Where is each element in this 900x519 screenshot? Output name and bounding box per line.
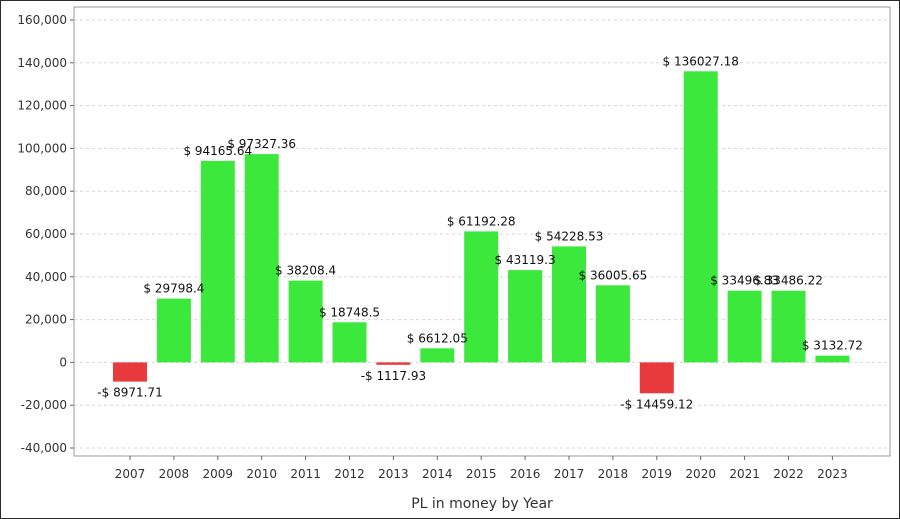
x-tick-label: 2022	[773, 467, 804, 481]
data-label-2020: $ 136027.18	[663, 54, 739, 68]
data-label-2008: $ 29798.4	[143, 282, 204, 296]
data-label-2011: $ 38208.4	[275, 264, 336, 278]
data-label-2009: $ 94165.64	[183, 144, 252, 158]
plot-area	[73, 6, 891, 457]
data-label-2016: $ 43119.3	[495, 253, 556, 267]
y-tick-label: -40,000	[21, 441, 67, 455]
x-tick-label: 2019	[642, 467, 673, 481]
x-tick-label: 2013	[378, 467, 409, 481]
x-tick-label: 2015	[466, 467, 497, 481]
bar-2018	[595, 285, 630, 363]
x-tick-label: 2008	[159, 467, 190, 481]
y-tick-label: 80,000	[25, 184, 67, 198]
y-tick-label: -20,000	[21, 398, 67, 412]
x-tick-label: 2012	[334, 467, 365, 481]
x-tick-label: 2018	[598, 467, 629, 481]
data-label-2015: $ 61192.28	[447, 214, 516, 228]
data-label-2017: $ 54228.53	[535, 229, 604, 243]
bar-2009	[200, 160, 235, 363]
bar-2007	[113, 362, 147, 382]
x-tick-label: 2011	[290, 467, 321, 481]
x-tick-label: 2021	[729, 467, 760, 481]
bar-2014	[420, 348, 455, 363]
bar-2019	[639, 362, 674, 394]
data-label-2012: $ 18748.5	[319, 305, 380, 319]
bar-2021	[727, 290, 762, 363]
data-label-2013: -$ 1117.93	[361, 369, 426, 383]
bar-2023	[815, 355, 850, 363]
bar-2015	[464, 231, 499, 363]
x-tick-label: 2016	[510, 467, 541, 481]
x-tick-label: 2014	[422, 467, 453, 481]
bar-2012	[332, 322, 367, 363]
bar-2011	[288, 280, 323, 363]
bar-2020	[683, 71, 718, 363]
y-tick-label: 40,000	[25, 270, 67, 284]
bar-2022	[771, 290, 806, 363]
data-label-2019: -$ 14459.12	[620, 397, 693, 411]
x-axis-label: PL in money by Year	[411, 496, 553, 512]
data-label-2023: $ 3132.72	[802, 339, 863, 353]
y-tick-label: 160,000	[17, 13, 67, 27]
data-label-2010: $ 97327.36	[227, 137, 296, 151]
data-label-2018: $ 36005.65	[579, 268, 648, 282]
bar-2010	[244, 154, 279, 363]
bar-2017	[552, 246, 586, 363]
y-tick-label: 20,000	[25, 313, 67, 327]
data-label-2007: -$ 8971.71	[97, 386, 162, 400]
y-tick-label: 140,000	[17, 56, 67, 70]
x-tick-label: 2017	[554, 467, 585, 481]
data-label-2021: $ 33496.83	[710, 274, 779, 288]
y-tick-label: 100,000	[17, 141, 67, 155]
data-label-2022: $ 33486.22	[754, 274, 823, 288]
bar-2013	[376, 362, 411, 365]
x-tick-label: 2007	[115, 467, 146, 481]
x-tick-label: 2020	[685, 467, 716, 481]
bar-2016	[508, 270, 543, 363]
data-label-2014: $ 6612.05	[407, 331, 468, 345]
y-tick-label: 60,000	[25, 227, 67, 241]
y-tick-label: 0	[59, 355, 67, 369]
y-tick-label: 120,000	[17, 99, 67, 113]
x-tick-label: 2023	[817, 467, 848, 481]
x-tick-label: 2009	[203, 467, 234, 481]
bar-2008	[156, 298, 191, 363]
x-tick-label: 2010	[246, 467, 277, 481]
